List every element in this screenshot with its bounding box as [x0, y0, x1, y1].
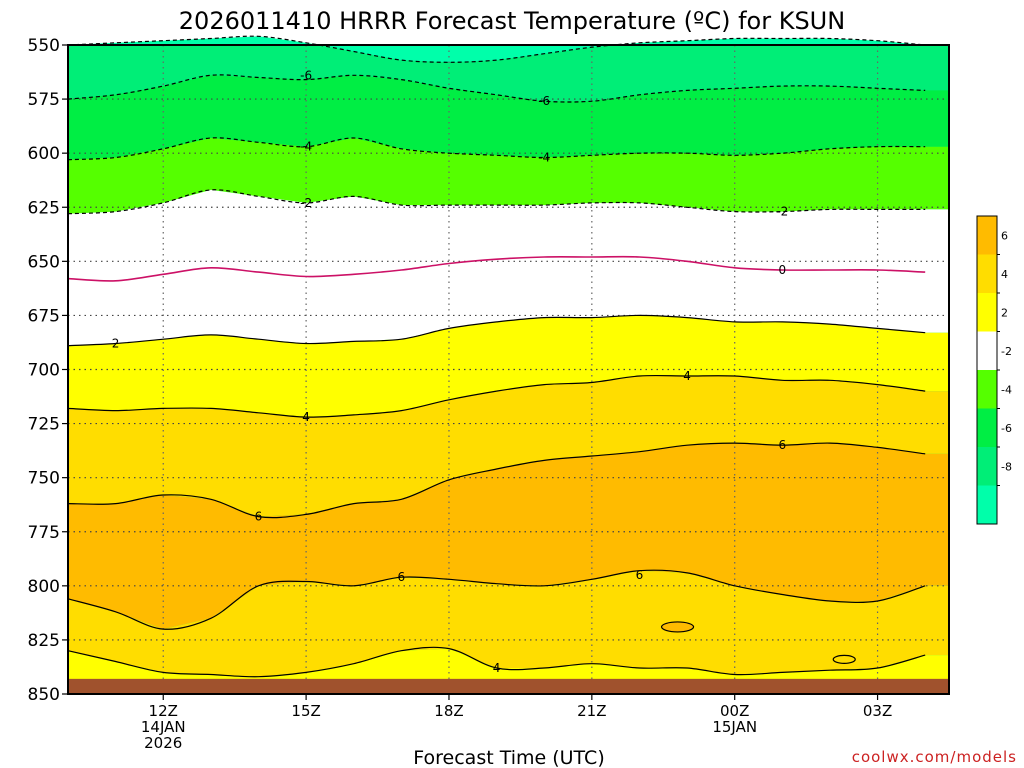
- contour-label-10: 6: [255, 510, 263, 524]
- contour-line-2-5: [67, 314, 926, 347]
- colorbar-bin-3: [977, 331, 997, 370]
- contour-label-3: -4: [538, 150, 550, 164]
- contour-line-4-6: [67, 374, 926, 418]
- band-4-to-6: [68, 376, 949, 517]
- contour-label-4: -2: [300, 196, 312, 210]
- colorbar-bin-5: [977, 408, 997, 447]
- contour-label-5: -2: [776, 205, 788, 219]
- colorbar-tick-label-2: 2: [1001, 307, 1008, 320]
- y-tick-label-725: 725: [28, 415, 60, 435]
- contour-label-13: 6: [636, 568, 644, 582]
- colorbar-tick-label-6: -8: [1001, 461, 1012, 474]
- colorbar-bin-4: [977, 370, 997, 409]
- small-contour-0: [660, 621, 695, 633]
- colorbar-bin-2: [977, 293, 997, 332]
- contour-label-9: 4: [683, 369, 691, 383]
- band-minus2-to-2: [68, 189, 949, 346]
- x-tick-label-3-0: 21Z: [577, 702, 606, 720]
- temperature-fills: [68, 36, 949, 694]
- y-tick-label-750: 750: [28, 469, 60, 489]
- colorbar-tick-label-0: 6: [1001, 230, 1008, 243]
- x-tick-label-4-0: 00Z: [720, 702, 749, 720]
- band-minus4-to-minus2: [68, 138, 949, 214]
- contour-label-14: 4: [493, 661, 501, 675]
- colorbar-tick-label-4: -4: [1001, 384, 1012, 397]
- small-contour-1: [832, 654, 856, 664]
- band-lower-4-to-6: [68, 570, 949, 677]
- colorbar-bin-7: [977, 485, 997, 524]
- contour-line-6-8: [67, 569, 926, 630]
- colorbar-bin-1: [977, 254, 997, 293]
- plot-area: -6 -6 -4 -4 -2 -2 0 2 4 4 6 6 6 6 4: [67, 35, 950, 695]
- colorbar-bin-6: [977, 447, 997, 486]
- y-tick-label-550: 550: [28, 36, 60, 56]
- contour-line-6-7: [67, 442, 926, 519]
- contour-label-8: 4: [302, 410, 310, 424]
- colorbar-tick-label-3: -2: [1001, 345, 1012, 358]
- x-tick-label-4-1: 15JAN: [712, 718, 757, 736]
- x-axis-label: Forecast Time (UTC): [413, 747, 604, 768]
- chart-title: 2026011410 HRRR Forecast Temperature (ºC…: [179, 7, 845, 35]
- band-2-to-4: [68, 315, 949, 418]
- band-minus6-to-minus4: [68, 75, 949, 160]
- grid-lines: [68, 45, 949, 694]
- colorbar-tick-label-1: 4: [1001, 268, 1008, 281]
- pressure-axis: 550 575 600 625 650 675 700 725 750 775 800 825 850: [28, 36, 68, 705]
- y-tick-label-825: 825: [28, 631, 60, 651]
- colorbar-legend: 6 4 2 -2 -4 -6 -8: [976, 215, 1012, 525]
- x-tick-label-1-0: 15Z: [291, 702, 320, 720]
- y-tick-label-625: 625: [28, 198, 60, 218]
- contour-label-11: 6: [779, 438, 787, 452]
- x-tick-label-0-1: 14JAN: [141, 718, 186, 736]
- contour-line-0-4: [67, 255, 926, 282]
- y-tick-label-650: 650: [28, 252, 60, 272]
- y-tick-label-575: 575: [28, 90, 60, 110]
- contour-label-0: -6: [300, 68, 312, 82]
- contour-lines: [67, 35, 926, 678]
- contour-label-6: 0: [779, 263, 787, 277]
- y-tick-label-675: 675: [28, 306, 60, 326]
- y-tick-label-850: 850: [28, 685, 60, 705]
- contour-line-4-9: [67, 646, 926, 678]
- contour-label-1: -6: [538, 94, 550, 108]
- y-tick-label-800: 800: [28, 577, 60, 597]
- x-tick-label-5-0: 03Z: [863, 702, 892, 720]
- contour-label-7: 2: [112, 337, 120, 351]
- contour-line-minus8-0: [67, 35, 926, 63]
- colorbar-tick-label-5: -6: [1001, 422, 1012, 435]
- band-above-6: [68, 443, 949, 630]
- contour-labels: -6 -6 -4 -4 -2 -2 0 2 4 4 6 6 6 6 4: [112, 68, 789, 675]
- x-tick-label-2-0: 18Z: [434, 702, 463, 720]
- colorbar-bin-0: [977, 216, 997, 255]
- y-tick-label-700: 700: [28, 361, 60, 381]
- contour-label-2: -4: [300, 140, 312, 154]
- credit-link[interactable]: coolwx.com/models: [852, 748, 1017, 766]
- band-below-minus8: [68, 36, 949, 63]
- x-tick-label-0-2: 2026: [144, 734, 182, 752]
- y-tick-label-600: 600: [28, 144, 60, 164]
- contour-label-12: 6: [398, 570, 406, 584]
- x-tick-label-0-0: 12Z: [149, 702, 178, 720]
- y-tick-label-775: 775: [28, 523, 60, 543]
- ground-layer: [68, 678, 949, 694]
